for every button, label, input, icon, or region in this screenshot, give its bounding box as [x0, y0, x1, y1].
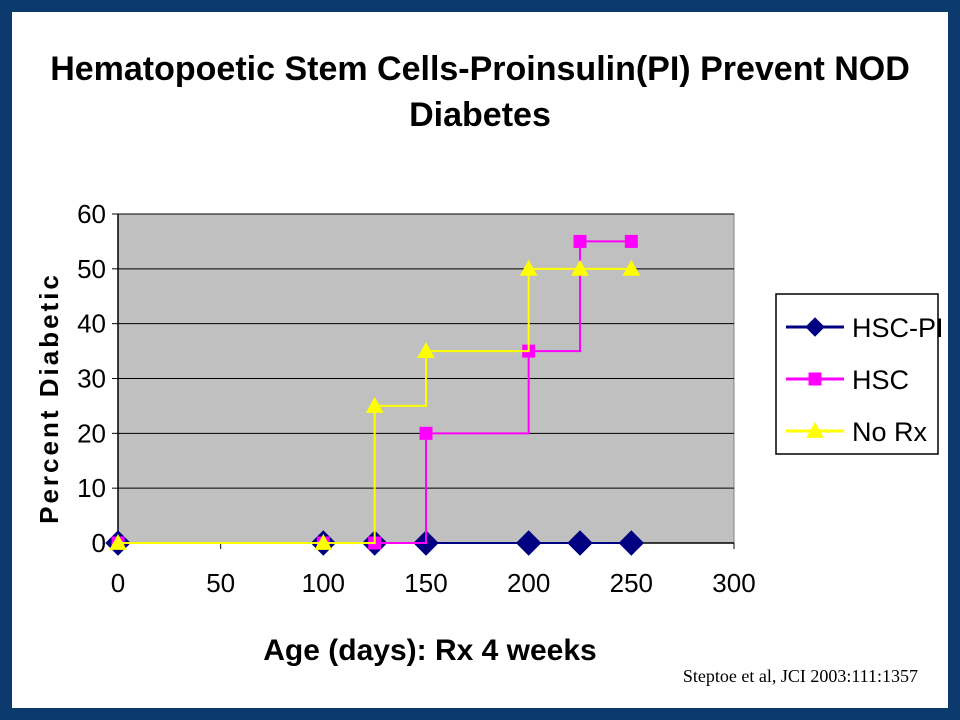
citation: Steptoe et al, JCI 2003:111:1357: [683, 666, 918, 686]
x-tick-label: 50: [206, 568, 235, 598]
data-point-no-rx: [314, 533, 333, 550]
y-tick-label: 60: [77, 199, 106, 229]
x-tick-label: 300: [712, 568, 755, 598]
data-point-no-rx: [519, 259, 538, 276]
y-tick-label: 20: [77, 418, 106, 448]
x-tick-label: 250: [610, 568, 653, 598]
chart: Hematopoetic Stem Cells-Proinsulin(PI) P…: [34, 50, 944, 686]
chart-title-line-1: Hematopoetic Stem Cells-Proinsulin(PI) P…: [50, 50, 910, 88]
x-tick-label: 200: [507, 568, 550, 598]
legend: HSC-PI HSC No Rx: [775, 293, 944, 455]
y-tick-label: 10: [77, 473, 106, 503]
legend-label-no-rx: No Rx: [852, 417, 928, 447]
x-tick-label: 150: [404, 568, 447, 598]
data-point-no-rx: [109, 533, 127, 550]
legend-label-hsc: HSC: [852, 365, 909, 395]
gridlines: [118, 213, 734, 489]
data-point-no-rx: [622, 259, 641, 276]
y-tick-label: 40: [77, 309, 106, 339]
x-axis-ticks: 0 50 100 150 200 250 300: [111, 543, 756, 598]
legend-item-hsc-pi: HSC-PI: [786, 313, 944, 343]
data-point-no-rx: [365, 396, 384, 413]
data-point-hsc-pi: [618, 530, 645, 556]
x-tick-label: 100: [302, 568, 345, 598]
data-point-hsc: [624, 234, 638, 248]
series-no-rx: [109, 259, 641, 550]
legend-item-hsc: HSC: [786, 365, 909, 395]
y-tick-label: 50: [77, 254, 106, 284]
y-axis-label: Percent Diabetic: [34, 272, 64, 524]
x-axis-label: Age (days): Rx 4 weeks: [263, 634, 596, 667]
legend-marker-hsc-pi: [805, 317, 825, 337]
data-point-no-rx: [417, 342, 435, 358]
data-point-hsc-pi: [567, 530, 593, 556]
slide: Hematopoetic Stem Cells-Proinsulin(PI) P…: [12, 12, 948, 708]
legend-marker-no-rx: [806, 421, 824, 438]
chart-title-line-2: Diabetes: [409, 96, 551, 134]
x-tick-label: 0: [111, 568, 125, 598]
data-point-hsc: [419, 426, 433, 440]
y-tick-label: 30: [77, 364, 106, 394]
y-tick-label: 0: [92, 528, 106, 558]
legend-marker-hsc: [808, 372, 822, 386]
legend-label-hsc-pi: HSC-PI: [852, 313, 944, 343]
legend-box: [775, 293, 939, 455]
series-line-no-rx: [118, 267, 632, 544]
data-point-no-rx: [571, 259, 589, 276]
data-point-hsc-pi: [515, 530, 542, 556]
legend-item-no-rx: No Rx: [786, 417, 928, 447]
y-axis-ticks: 0 10 20 30 40 50 60: [77, 199, 118, 558]
series-layer: [105, 234, 645, 556]
data-point-hsc: [573, 234, 587, 248]
